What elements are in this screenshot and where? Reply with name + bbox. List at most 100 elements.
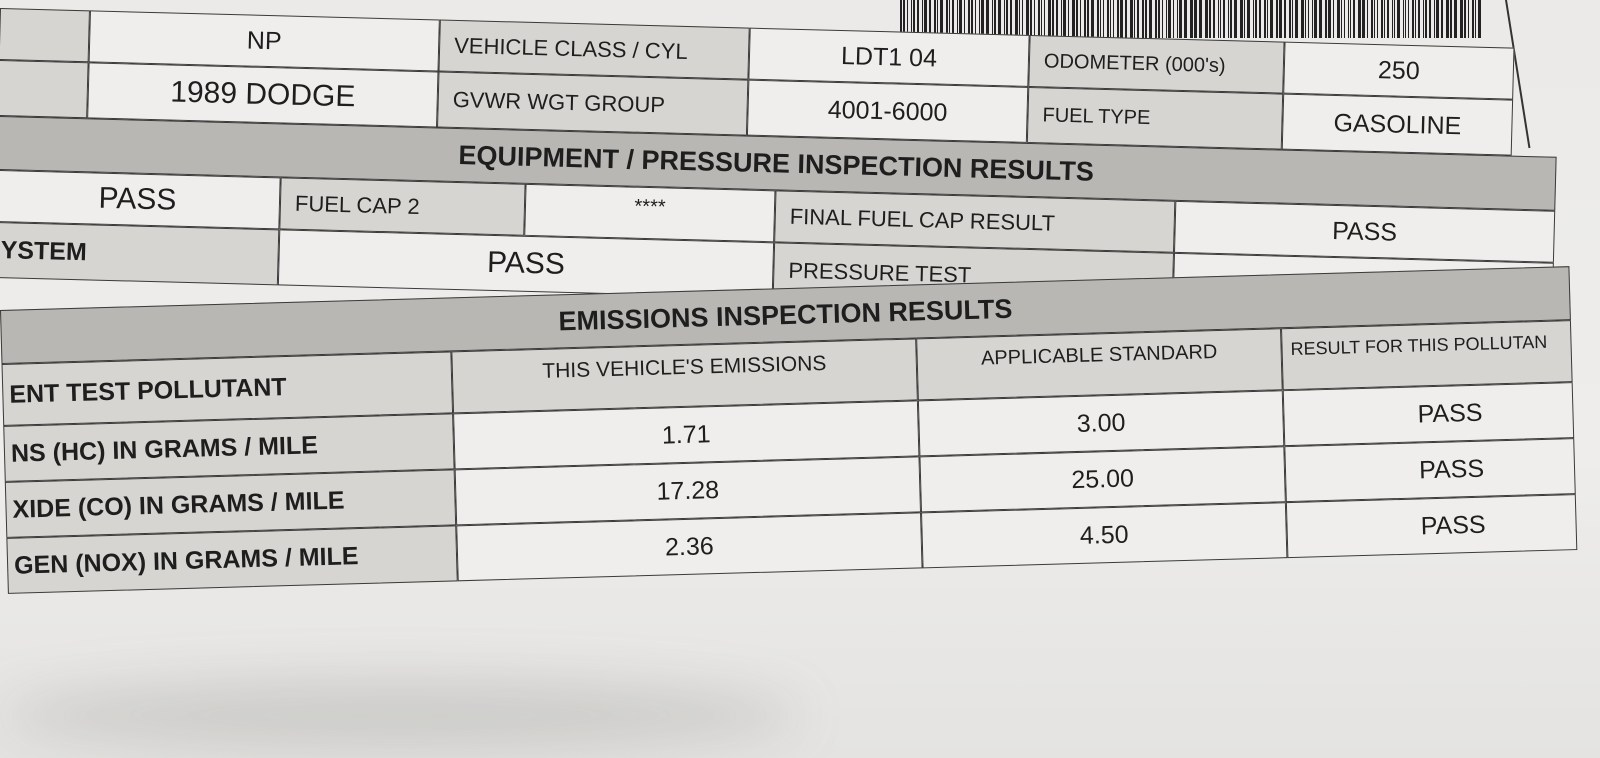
barcode-bar <box>1267 0 1268 38</box>
barcode-bar <box>1103 0 1104 38</box>
barcode-bar <box>981 0 984 38</box>
barcode-bar <box>1056 0 1058 38</box>
barcode-bar <box>1220 0 1221 38</box>
barcode-bar <box>1341 0 1342 38</box>
barcode-bar <box>1358 0 1361 38</box>
barcode-bar <box>968 0 970 38</box>
barcode-bar <box>1464 0 1466 38</box>
gvwr-label: GVWR WGT GROUP <box>437 71 749 136</box>
barcode-bar <box>952 0 954 38</box>
system-label: YSTEM <box>0 221 280 286</box>
barcode-bar <box>1314 0 1317 38</box>
barcode-bar <box>1209 0 1211 38</box>
barcode-bar <box>1230 0 1232 38</box>
applicable-standard-value: 4.50 <box>921 502 1288 569</box>
barcode-bar <box>1454 0 1457 38</box>
barcode-bar <box>1289 0 1291 38</box>
barcode-bar <box>1348 0 1349 38</box>
barcode-bar <box>1284 0 1286 38</box>
barcode-bar <box>1367 0 1368 38</box>
blank-cell <box>0 59 89 119</box>
vehicle-class-value: LDT1 04 <box>748 27 1030 87</box>
pollutant-result: PASS <box>1284 438 1576 503</box>
barcode-bar <box>1155 0 1157 38</box>
barcode-bar <box>1425 0 1427 38</box>
barcode-bar <box>959 0 962 38</box>
barcode-bar <box>1344 0 1345 38</box>
barcode-bar <box>1228 0 1229 38</box>
barcode-bar <box>1063 0 1066 38</box>
barcode-bar <box>979 0 980 38</box>
fuel-cap-label: FUEL CAP 2 <box>279 177 526 236</box>
barcode-bar <box>1441 0 1443 38</box>
barcode-bar <box>911 0 912 38</box>
barcode-bar <box>1362 0 1365 38</box>
fuel-cap-value: **** <box>524 183 776 243</box>
barcode-bar <box>1022 0 1023 38</box>
barcode-bar <box>1091 0 1094 38</box>
barcode-bar <box>1308 0 1309 38</box>
barcode-bar <box>1113 0 1114 38</box>
barcode-bar <box>1429 0 1431 38</box>
applicable-standard-value: 25.00 <box>919 446 1286 513</box>
fuel-type-label: FUEL TYPE <box>1026 86 1284 150</box>
barcode-bar <box>1162 0 1163 38</box>
barcode-bar <box>1295 0 1298 38</box>
barcode-bar <box>1423 0 1424 38</box>
barcode-bar <box>1030 0 1032 38</box>
barcode-bar <box>1179 0 1182 38</box>
barcode-bar <box>1292 0 1293 38</box>
barcode-bar <box>1276 0 1278 38</box>
barcode-bar <box>1460 0 1463 38</box>
barcode <box>900 0 1500 38</box>
barcode-bar <box>992 0 993 38</box>
barcode-bar <box>1387 0 1389 38</box>
barcode-bar <box>1076 0 1078 38</box>
barcode-bar <box>1371 0 1373 38</box>
barcode-bar <box>1190 0 1193 38</box>
vehicle-make-code: NP <box>88 10 440 72</box>
barcode-bar <box>1068 0 1069 38</box>
barcode-bar <box>1415 0 1416 38</box>
barcode-bar <box>1240 0 1243 38</box>
barcode-bar <box>1328 0 1331 38</box>
barcode-bar <box>1166 0 1167 38</box>
barcode-bar <box>1019 0 1020 38</box>
barcode-bar <box>1353 0 1355 38</box>
barcode-bar <box>900 0 902 38</box>
barcode-bar <box>1048 0 1051 38</box>
barcode-bar <box>1084 0 1086 38</box>
barcode-bar <box>1259 0 1261 38</box>
barcode-bar <box>946 0 948 38</box>
barcode-bar <box>1213 0 1215 38</box>
barcode-bar <box>1446 0 1449 38</box>
barcode-bar <box>1312 0 1313 38</box>
barcode-bar <box>1107 0 1109 38</box>
barcode-bar <box>1149 0 1152 38</box>
barcode-bar <box>1478 0 1481 38</box>
equipment-result: PASS <box>0 169 281 230</box>
barcode-bar <box>1319 0 1322 38</box>
barcode-bar <box>1403 0 1404 38</box>
vehicle-emissions-value: 2.36 <box>456 512 923 582</box>
odometer-value: 250 <box>1283 41 1515 100</box>
barcode-bar <box>1394 0 1395 38</box>
barcode-bar <box>1255 0 1257 38</box>
barcode-bar <box>1381 0 1383 38</box>
barcode-bar <box>1110 0 1111 38</box>
barcode-bar <box>1010 0 1012 38</box>
barcode-bar <box>1158 0 1160 38</box>
system-result: PASS <box>277 229 775 299</box>
barcode-bar <box>1333 0 1334 38</box>
barcode-bar <box>1408 0 1409 38</box>
barcode-bar <box>1223 0 1225 38</box>
barcode-bar <box>971 0 973 38</box>
barcode-bar <box>975 0 976 38</box>
barcode-bar <box>1117 0 1119 38</box>
pollutant-result: PASS <box>1282 382 1575 447</box>
barcode-bar <box>994 0 996 38</box>
barcode-bar <box>1234 0 1237 38</box>
gvwr-value: 4001-6000 <box>746 79 1029 143</box>
barcode-bar <box>1218 0 1219 38</box>
barcode-bar <box>1044 0 1045 38</box>
